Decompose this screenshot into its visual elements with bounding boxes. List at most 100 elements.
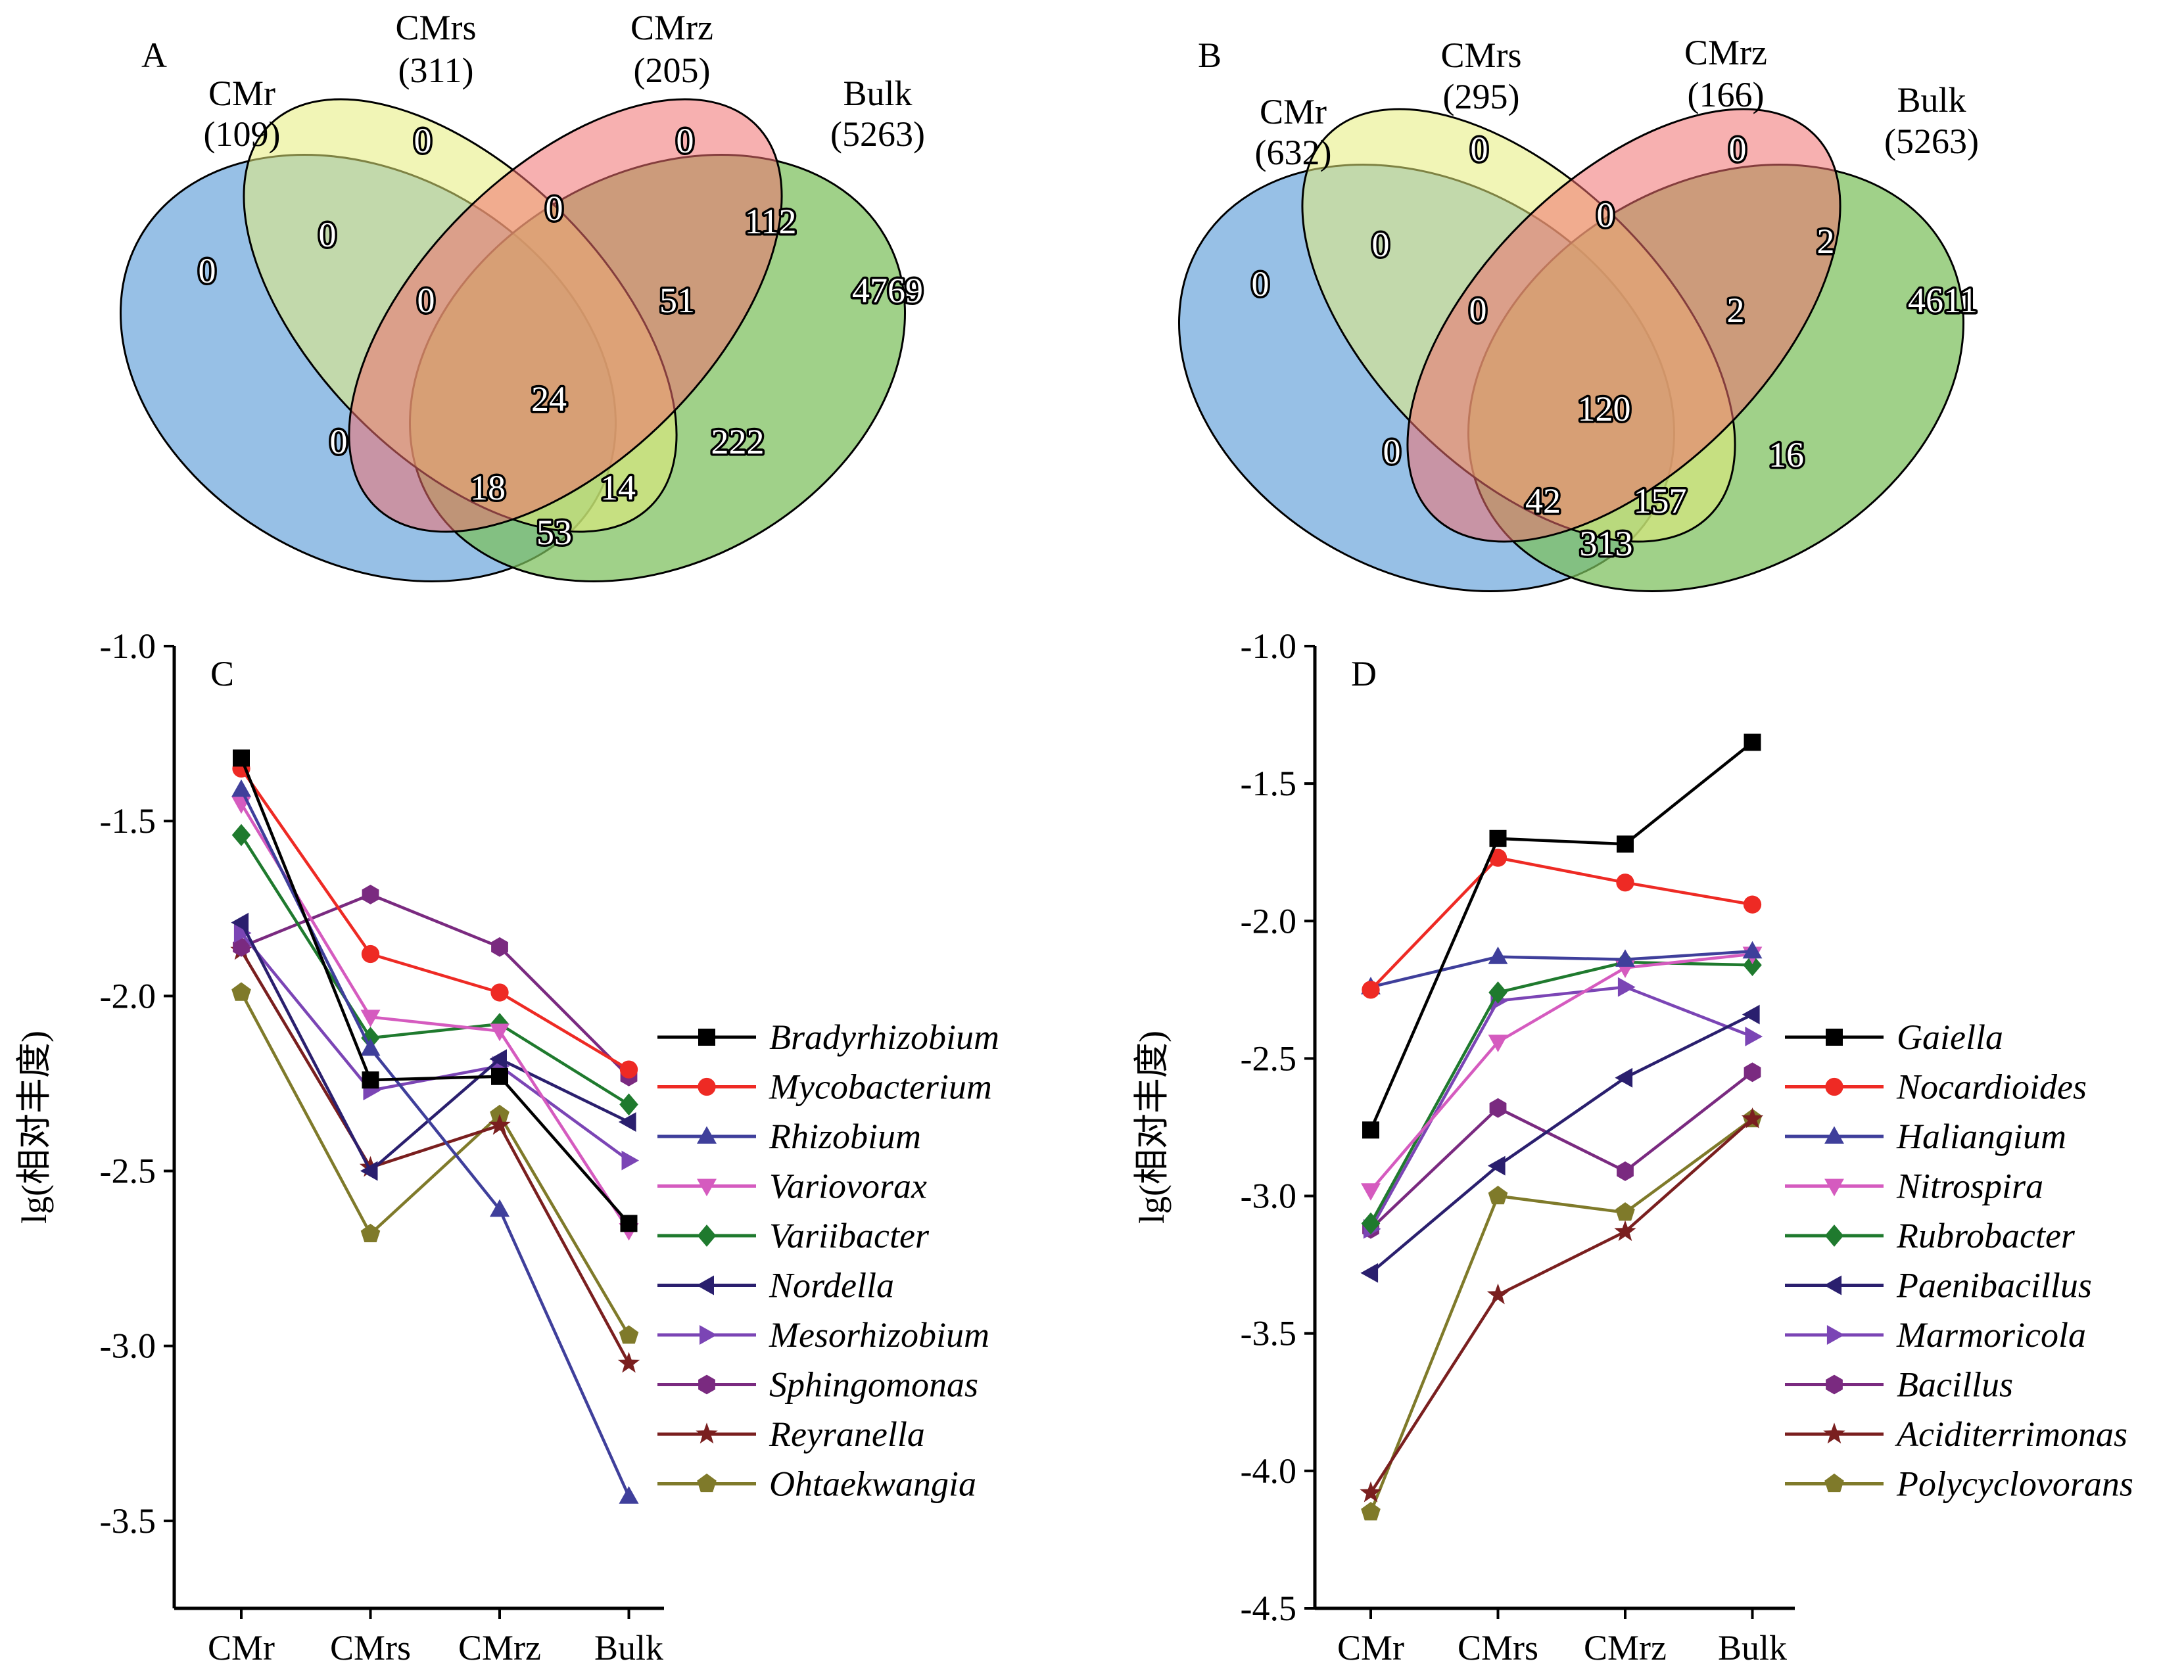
- legend-label-variovorax: Variovorax: [769, 1167, 927, 1206]
- data-point-variibacter: [231, 824, 251, 847]
- series-line-ohtaekwangia: [240, 991, 630, 1336]
- y-tick-label-c: -3.0: [100, 1326, 156, 1366]
- legend-label-nitrospira: Nitrospira: [1896, 1167, 2043, 1206]
- venn-b-label-cmrs: CMrs: [1440, 35, 1521, 75]
- venn-a-label-cmrz: CMrz: [630, 8, 713, 47]
- data-point-rhizobium: [490, 1199, 510, 1217]
- venn-a-region-cmr-cmrs-bulk: 18: [470, 468, 506, 507]
- data-point-nitrospira: [1488, 1035, 1508, 1052]
- data-point-reyranella: [488, 1113, 511, 1135]
- legend-label-sphingomonas: Sphingomonas: [769, 1365, 978, 1405]
- data-point-polycyclovorans: [1361, 1502, 1381, 1521]
- y-tick-label-c: -3.5: [100, 1501, 156, 1541]
- data-point-haliangium: [1742, 941, 1763, 959]
- venn-a-region-bulk-only: 4769: [852, 271, 923, 310]
- legend-label-mesorhizobium: Mesorhizobium: [769, 1315, 989, 1355]
- y-tick-label-d: -4.0: [1241, 1451, 1296, 1491]
- y-tick-label-c: -1.5: [100, 801, 156, 841]
- data-point-sphingomonas: [362, 885, 379, 904]
- legend-label-aciditerrimonas: Aciditerrimonas: [1895, 1414, 2127, 1454]
- series-line-bacillus: [1369, 1071, 1753, 1230]
- series-line-gaiella: [1369, 741, 1753, 1131]
- x-tick-label-d: Bulk: [1718, 1628, 1787, 1668]
- venn-a-region-cmrs-cmrz: 0: [546, 189, 563, 228]
- data-point-nordella: [231, 912, 249, 933]
- legend-marker-mycobacterium: [698, 1077, 716, 1096]
- venn-b-region-cmr-cmrs-bulk: 42: [1525, 481, 1561, 521]
- data-point-polycyclovorans: [1488, 1186, 1508, 1205]
- x-tick-label-c: CMrs: [330, 1628, 411, 1668]
- y-tick-label-d: -3.0: [1241, 1177, 1296, 1216]
- venn-b-ellipse-cmrz: [1406, 108, 1841, 543]
- legend-label-haliangium: Haliangium: [1896, 1117, 2066, 1156]
- data-point-mycobacterium: [619, 1060, 638, 1079]
- legend-label-nocardioides: Nocardioides: [1896, 1067, 2087, 1107]
- legend-marker-bradyrhizobium: [698, 1029, 715, 1046]
- data-point-variovorax: [490, 1023, 510, 1042]
- data-point-bradyrhizobium: [362, 1071, 379, 1089]
- data-point-rhizobium: [360, 1038, 381, 1056]
- venn-a-count-cmrs: (311): [398, 51, 474, 90]
- series-line-nordella: [240, 922, 630, 1173]
- data-point-paenibacillus: [1742, 1004, 1760, 1025]
- x-tick-label-c: CMr: [208, 1628, 275, 1668]
- data-point-rubrobacter: [1361, 1212, 1381, 1235]
- venn-b-region-cmrz-only: 0: [1729, 129, 1747, 169]
- data-point-variovorax: [360, 1010, 381, 1027]
- data-point-mesorhizobium: [621, 1150, 640, 1171]
- legend-marker-polycyclovorans: [1824, 1473, 1844, 1493]
- legend-marker-sphingomonas: [698, 1374, 715, 1395]
- data-point-marmoricola: [1617, 977, 1636, 997]
- venn-a-region-cmr-only: 0: [199, 251, 216, 291]
- venn-b-region-cmr-only: 0: [1252, 264, 1270, 304]
- data-point-marmoricola: [1745, 1027, 1763, 1046]
- data-point-bacillus: [1489, 1098, 1507, 1118]
- x-tick-label-c: CMrz: [458, 1628, 541, 1668]
- legend-marker-marmoricola: [1826, 1325, 1845, 1345]
- venn-a-panel-letter: A: [141, 35, 167, 75]
- legend-marker-nitrospira: [1824, 1178, 1844, 1197]
- line-chart-d: -1.0 -1.5 -2.0 -2.5 -3.0 -3.5 -4.0 -4.5 CMr CMrs C…: [1132, 626, 2133, 1668]
- legend-label-rubrobacter: Rubrobacter: [1896, 1216, 2076, 1255]
- venn-b-label-cmrz: CMrz: [1684, 33, 1767, 72]
- legend-marker-aciditerrimonas: [1823, 1422, 1845, 1444]
- series-line-mycobacterium: [240, 768, 630, 1071]
- legend-marker-paenibacillus: [1824, 1275, 1842, 1295]
- data-point-rhizobium: [231, 779, 251, 797]
- series-line-nitrospira: [1369, 952, 1753, 1192]
- legend-label-gaiella: Gaiella: [1897, 1017, 2003, 1057]
- data-point-nocardioides: [1362, 981, 1380, 999]
- legend-label-nordella: Nordella: [769, 1266, 894, 1305]
- legend-label-bradyrhizobium: Bradyrhizobium: [769, 1017, 999, 1057]
- venn-a-region-cmrs-bulk: 222: [711, 422, 765, 461]
- data-point-mycobacterium: [361, 945, 380, 964]
- series-line-variovorax: [240, 803, 630, 1232]
- venn-b-region-cmrs-bulk: 16: [1769, 435, 1804, 475]
- series-line-bradyrhizobium: [239, 757, 630, 1225]
- data-point-rubrobacter: [1488, 981, 1507, 1004]
- legend-label-ohtaekwangia: Ohtaekwangia: [769, 1464, 976, 1504]
- venn-a-count-cmr: (109): [204, 114, 281, 154]
- legend-label-marmoricola: Marmoricola: [1896, 1315, 2086, 1355]
- data-point-ohtaekwangia: [360, 1223, 381, 1242]
- data-point-ohtaekwangia: [231, 982, 251, 1001]
- legend-label-mycobacterium: Mycobacterium: [769, 1067, 992, 1107]
- data-point-variibacter: [361, 1027, 380, 1050]
- venn-b-count-cmrz: (166): [1688, 75, 1765, 114]
- venn-a-region-cmr-cmrz: 0: [330, 422, 348, 461]
- data-point-paenibacillus: [1360, 1263, 1379, 1283]
- venn-b-region-cmr-cmrs-cmrz: 0: [1469, 291, 1487, 330]
- venn-b-region-cmrs-cmrz-bulk: 2: [1727, 291, 1745, 330]
- y-tick-label-d: -2.5: [1241, 1038, 1296, 1078]
- venn-b-region-cmrs-cmrz: 0: [1597, 195, 1615, 235]
- panel-letter-d: D: [1351, 654, 1377, 693]
- venn-b-region-all: 120: [1578, 389, 1631, 429]
- legend-marker-rhizobium: [697, 1126, 717, 1144]
- series-line-polycyclovorans: [1369, 1117, 1753, 1513]
- y-tick-label-c: -2.5: [100, 1152, 156, 1191]
- data-point-nordella: [618, 1112, 636, 1132]
- legend-marker-bacillus: [1826, 1374, 1843, 1395]
- y-axis-label-d: lg(相对丰度): [1132, 1031, 1172, 1224]
- data-point-nocardioides: [1743, 895, 1762, 914]
- data-point-bradyrhizobium: [620, 1215, 638, 1232]
